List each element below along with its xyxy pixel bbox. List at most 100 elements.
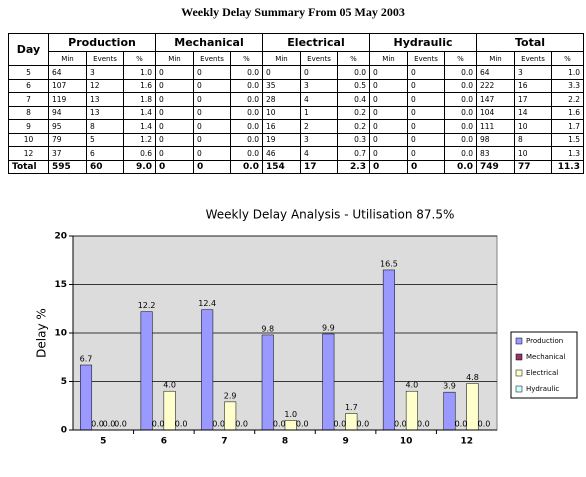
table-cell: 2	[300, 119, 338, 134]
table-row: 6 107 12 1.6 0 0 0.0 35 3 0.5 0 0 0.0 222 16 3.3	[8, 78, 584, 93]
data-label: 0.0	[235, 420, 248, 429]
x-tick-label: 12	[460, 437, 473, 447]
table-cell: 0.0	[444, 159, 477, 174]
sub-header: Min	[155, 51, 194, 66]
sub-header: Min	[262, 51, 301, 66]
legend-label: Hydraulic	[526, 385, 559, 393]
table-cell: 0	[407, 92, 445, 107]
table-row: 9 95 8 1.4 0 0 0.0 16 2 0.2 0 0 0.0 111 10 1.7	[8, 119, 584, 134]
table-cell: 0	[155, 65, 194, 80]
table-cell: 14	[514, 105, 552, 120]
table-cell: 1	[300, 105, 338, 120]
table-cell: 0	[407, 105, 445, 120]
table-cell: 0	[193, 92, 231, 107]
table-cell: 0	[193, 119, 231, 134]
data-label: 0.0	[91, 420, 104, 429]
bar	[224, 401, 237, 431]
y-axis-label: Delay %	[35, 308, 49, 358]
table-cell: 0	[155, 132, 194, 147]
table-cell: 9.0	[123, 159, 156, 174]
bar	[382, 269, 395, 431]
table-cell: 0	[407, 119, 445, 134]
table-cell: 0	[193, 65, 231, 80]
table-cell: 0.0	[230, 119, 263, 134]
sub-header: Min	[369, 51, 408, 66]
bar	[443, 391, 456, 431]
table-cell: 28	[262, 92, 301, 107]
sub-header: %	[123, 51, 156, 66]
row-label: 12	[8, 146, 49, 161]
bar	[201, 309, 214, 431]
table-cell: 0.0	[230, 146, 263, 161]
data-label: 0.0	[296, 420, 309, 429]
sub-header: Events	[407, 51, 445, 66]
y-tick-label: 10	[54, 329, 67, 339]
bar	[80, 364, 93, 431]
table-cell: 0.0	[230, 132, 263, 147]
table-cell: 17	[300, 159, 338, 174]
table-cell: 12	[86, 78, 124, 93]
table-cell: 0.0	[444, 92, 477, 107]
table-cell: 3	[86, 65, 124, 80]
y-tick-label: 0	[61, 426, 67, 436]
table-cell: 0	[193, 132, 231, 147]
table-cell: 79	[48, 132, 87, 147]
row-label: 7	[8, 92, 49, 107]
table-cell: 0.4	[337, 92, 370, 107]
data-label: 0.0	[417, 420, 430, 429]
table-cell: 104	[476, 105, 515, 120]
table-cell: 10	[262, 105, 301, 120]
table-cell: 0	[155, 146, 194, 161]
data-label: 12.4	[198, 299, 216, 308]
table-cell: 0	[369, 119, 408, 134]
data-label: 3.9	[443, 382, 456, 391]
table-row: 12 37 6 0.6 0 0 0.0 46 4 0.7 0 0 0.0 83 10 1.3	[8, 146, 584, 161]
table-cell: 1.4	[123, 105, 156, 120]
sub-header: Events	[193, 51, 231, 66]
data-label: 2.9	[224, 391, 237, 400]
table-cell: 10	[514, 119, 552, 134]
table-cell: 0	[369, 132, 408, 147]
table-cell: 60	[86, 159, 124, 174]
header-row: Day Production Mechanical Electrical Hydraul…	[8, 33, 584, 66]
legend-swatch	[515, 385, 523, 393]
data-label: 0.0	[356, 420, 369, 429]
table-cell: 16	[514, 78, 552, 93]
table-cell: 83	[476, 146, 515, 161]
table-cell: 3	[514, 65, 552, 80]
table-cell: 35	[262, 78, 301, 93]
table-cell: 1.4	[123, 119, 156, 134]
table-row: 7 119 13 1.8 0 0 0.0 28 4 0.4 0 0 0.0 147 17 2.2	[8, 92, 584, 107]
sub-header: Events	[86, 51, 124, 66]
data-label: 0.0	[394, 420, 407, 429]
table-cell: 3	[300, 78, 338, 93]
table-cell: 11.3	[551, 159, 584, 174]
table-cell: 13	[86, 92, 124, 107]
table-row: 8 94 13 1.4 0 0 0.0 10 1 0.2 0 0 0.0 104 14 1.6	[8, 105, 584, 120]
data-label: 4.0	[163, 381, 176, 390]
table-cell: 119	[48, 92, 87, 107]
table-cell: 13	[86, 105, 124, 120]
table-cell: 0.0	[230, 105, 263, 120]
group-header: Hydraulic	[369, 33, 477, 52]
table-cell: 95	[48, 119, 87, 134]
x-tick-label: 9	[342, 437, 348, 447]
table-cell: 222	[476, 78, 515, 93]
table-cell: 0.7	[337, 146, 370, 161]
y-tick-label: 15	[54, 280, 67, 290]
data-label: 9.8	[261, 324, 274, 333]
table-cell: 0	[369, 65, 408, 80]
table-cell: 0	[369, 92, 408, 107]
subheader-row: Min Events% Min Events% Min Events% Min Events%…	[9, 51, 584, 66]
group-header: Production	[48, 33, 156, 52]
table-cell: 111	[476, 119, 515, 134]
data-label: 0.0	[333, 420, 346, 429]
data-label: 0.0	[103, 420, 116, 429]
table-cell: 0.0	[230, 159, 263, 174]
table-cell: 8	[86, 119, 124, 134]
table-cell: 0	[155, 78, 194, 93]
table-cell: 0	[155, 119, 194, 134]
table-cell: 0.2	[337, 119, 370, 134]
day-header: Day	[8, 33, 49, 66]
